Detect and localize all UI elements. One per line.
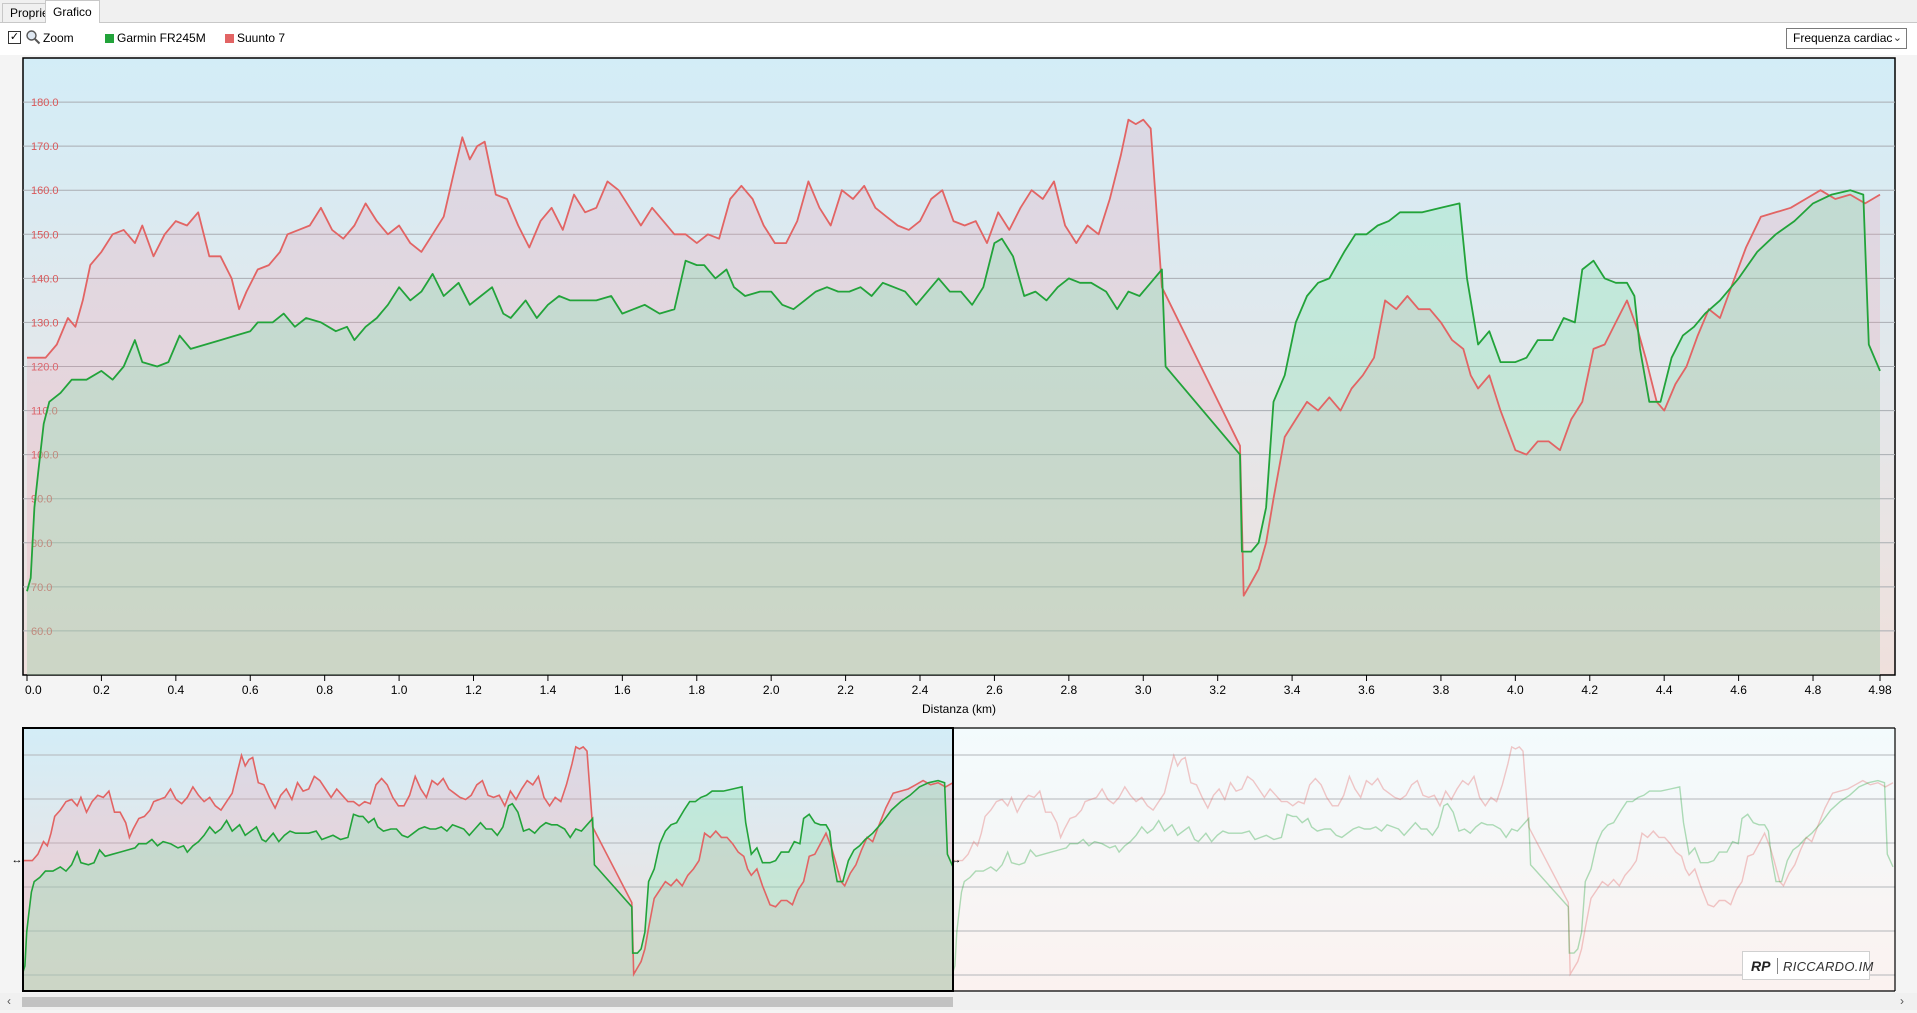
- overview-faded-line-suunto: [953, 745, 1894, 977]
- x-tick-label: 1.4: [540, 683, 557, 697]
- y-tick-label: 80.0: [31, 538, 52, 550]
- tab-bar: Proprietà Grafico: [0, 0, 1917, 23]
- y-tick-label: 130.0: [31, 317, 59, 329]
- overview-window[interactable]: [23, 728, 953, 991]
- x-tick-label: 4.8: [1805, 683, 1822, 697]
- series-area-suunto: [27, 119, 1880, 675]
- x-tick-label: 0.4: [167, 683, 184, 697]
- x-tick-label: 2.6: [986, 683, 1003, 697]
- scroll-right-icon[interactable]: ›: [1900, 994, 1904, 1008]
- metric-select-value: Frequenza cardiac: [1793, 31, 1893, 45]
- x-tick-label: 0.6: [242, 683, 259, 697]
- overview-left-handle[interactable]: ↔: [12, 854, 23, 866]
- x-tick-label: 0.2: [93, 683, 110, 697]
- y-tick-label: 120.0: [31, 362, 59, 374]
- y-tick-label: 150.0: [31, 229, 59, 241]
- y-tick-label: 140.0: [31, 273, 59, 285]
- chart-toolbar: ✓ Zoom Garmin FR245M Suunto 7 Frequenza …: [0, 23, 1917, 55]
- x-tick-label: 2.4: [912, 683, 929, 697]
- x-tick-label: 3.6: [1358, 683, 1375, 697]
- overview-area: [23, 746, 953, 991]
- watermark-logo: RP RICCARDO.IM: [1742, 951, 1873, 980]
- overview-selection-border: [22, 727, 954, 992]
- scroll-left-icon[interactable]: ‹: [7, 994, 11, 1008]
- y-tick-label: 180.0: [31, 97, 59, 109]
- y-tick-label: 100.0: [31, 450, 59, 462]
- y-tick-label: 160.0: [31, 185, 59, 197]
- tab-chart[interactable]: Grafico: [45, 0, 100, 23]
- legend-swatch-garmin: [105, 34, 114, 43]
- chevron-down-icon: ⌄: [1892, 32, 1902, 44]
- x-tick-label: 1.0: [391, 683, 408, 697]
- overview-line-suunto: [23, 745, 954, 978]
- y-tick-label: 70.0: [31, 582, 52, 594]
- legend-label-suunto: Suunto 7: [237, 31, 286, 45]
- y-tick-label: 170.0: [31, 141, 59, 153]
- x-tick-label: 3.4: [1284, 683, 1301, 697]
- x-tick-label: 2.8: [1061, 683, 1078, 697]
- x-tick-label: 1.2: [465, 683, 482, 697]
- x-tick-label: 4.2: [1581, 683, 1598, 697]
- y-tick-label: 90.0: [31, 494, 52, 506]
- x-tick-label: 4.0: [1507, 683, 1524, 697]
- metric-select[interactable]: Frequenza cardiac ⌄: [1786, 28, 1907, 49]
- legend-label-garmin: Garmin FR245M: [117, 31, 206, 45]
- scroll-thumb[interactable]: [22, 997, 953, 1007]
- x-tick-label: 2.0: [763, 683, 780, 697]
- watermark-rp: RP: [1751, 958, 1771, 974]
- watermark-text: RICCARDO.IM: [1783, 959, 1874, 974]
- overview-faded-line-garmin: [952, 779, 1894, 973]
- overview-line-garmin: [22, 779, 954, 973]
- x-tick-label: 3.2: [1209, 683, 1226, 697]
- legend-swatch-suunto: [225, 34, 234, 43]
- x-tick-label: 1.8: [688, 683, 705, 697]
- series-area-garmin: [27, 190, 1880, 675]
- y-tick-label: 60.0: [31, 626, 52, 638]
- x-tick-label: 4.98: [1868, 683, 1892, 697]
- overview-area: [23, 780, 953, 991]
- series-line-garmin: [26, 189, 1881, 592]
- x-tick-label: 0.0: [25, 683, 42, 697]
- overview-right-handle[interactable]: ↔: [951, 854, 962, 866]
- zoom-checkbox[interactable]: ✓: [8, 31, 21, 44]
- x-tick-label: 4.6: [1730, 683, 1747, 697]
- zoom-label: Zoom: [43, 31, 74, 45]
- series-line-suunto: [27, 118, 1881, 597]
- x-tick-label: 1.6: [614, 683, 631, 697]
- x-tick-label: 0.8: [316, 683, 333, 697]
- magnifier-icon: [26, 30, 41, 45]
- x-tick-label: 4.4: [1656, 683, 1673, 697]
- plot-area: [22, 57, 1896, 676]
- y-tick-label: 110.0: [31, 406, 58, 418]
- horizontal-scrollbar[interactable]: ‹ ›: [0, 993, 1917, 1010]
- x-axis-label: Distanza (km): [922, 702, 996, 716]
- x-tick-label: 2.2: [837, 683, 854, 697]
- x-tick-label: 3.0: [1135, 683, 1152, 697]
- x-tick-label: 3.8: [1433, 683, 1450, 697]
